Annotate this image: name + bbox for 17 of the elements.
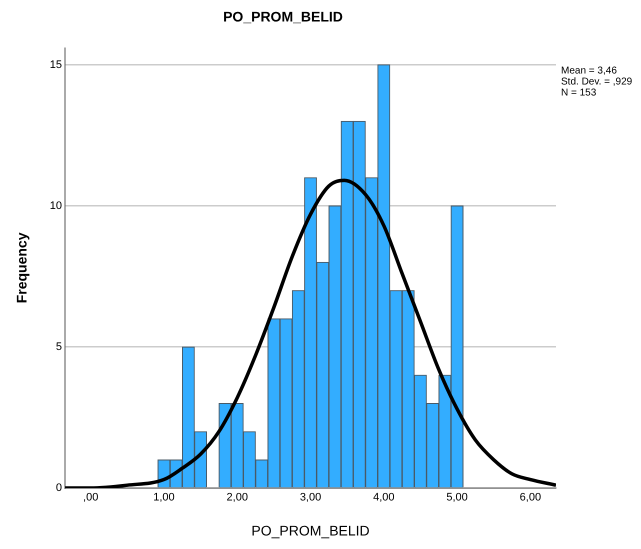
x-tick-label: 5,00 <box>446 492 468 504</box>
y-axis-title: Frequency <box>13 232 30 304</box>
y-tick-label: 10 <box>50 200 62 212</box>
text: Mean = 3,46 <box>561 66 618 77</box>
x-tick-label: 6,00 <box>520 492 542 504</box>
x-tick-label: 1,00 <box>153 492 175 504</box>
x-axis-title: PO_PROM_BELID <box>251 522 370 538</box>
x-tick-label: ,00 <box>83 492 98 504</box>
x-tick-label: 4,00 <box>373 492 395 504</box>
x-tick-label: 3,00 <box>300 492 322 504</box>
y-tick-label: 15 <box>50 58 62 71</box>
y-tick-label: 0 <box>56 482 62 494</box>
text: N = 153 <box>561 88 597 99</box>
x-tick-label: 2,00 <box>226 492 248 504</box>
text: Std. Dev. = ,929 <box>561 76 633 88</box>
chart-title: PO_PROM_BELID <box>223 8 343 24</box>
y-tick-label: 5 <box>56 340 62 353</box>
